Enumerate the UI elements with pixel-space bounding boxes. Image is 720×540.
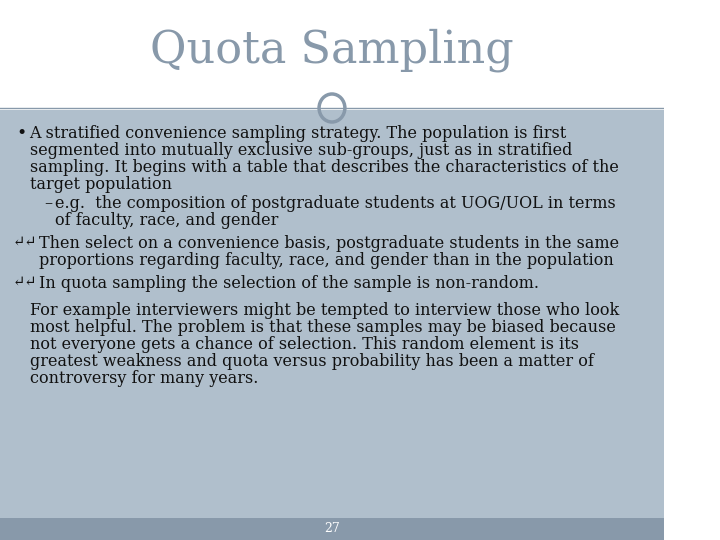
Text: most helpful. The problem is that these samples may be biased because: most helpful. The problem is that these …	[30, 319, 616, 336]
Text: A stratified convenience sampling strategy. The population is first: A stratified convenience sampling strate…	[30, 125, 567, 142]
FancyBboxPatch shape	[0, 0, 664, 110]
Text: of faculty, race, and gender: of faculty, race, and gender	[55, 212, 279, 229]
Text: segmented into mutually exclusive sub-groups, just as in stratified: segmented into mutually exclusive sub-gr…	[30, 142, 572, 159]
Text: not everyone gets a chance of selection. This random element is its: not everyone gets a chance of selection.…	[30, 336, 578, 353]
Text: ↵↵: ↵↵	[13, 235, 37, 249]
Text: 27: 27	[324, 523, 340, 536]
FancyBboxPatch shape	[0, 518, 664, 540]
FancyBboxPatch shape	[0, 110, 664, 540]
Text: In quota sampling the selection of the sample is non-random.: In quota sampling the selection of the s…	[39, 275, 539, 292]
Text: •: •	[17, 125, 27, 142]
Text: Quota Sampling: Quota Sampling	[150, 28, 514, 72]
Text: greatest weakness and quota versus probability has been a matter of: greatest weakness and quota versus proba…	[30, 353, 593, 370]
Text: For example interviewers might be tempted to interview those who look: For example interviewers might be tempte…	[30, 302, 618, 319]
Text: ↵↵: ↵↵	[13, 275, 37, 289]
Text: target population: target population	[30, 176, 171, 193]
Text: sampling. It begins with a table that describes the characteristics of the: sampling. It begins with a table that de…	[30, 159, 618, 176]
Text: Then select on a convenience basis, postgraduate students in the same: Then select on a convenience basis, post…	[39, 235, 619, 252]
Text: controversy for many years.: controversy for many years.	[30, 370, 258, 387]
Text: e.g.  the composition of postgraduate students at UOG/UOL in terms: e.g. the composition of postgraduate stu…	[55, 195, 616, 212]
Text: –: –	[44, 195, 53, 212]
Text: proportions regarding faculty, race, and gender than in the population: proportions regarding faculty, race, and…	[39, 252, 613, 269]
